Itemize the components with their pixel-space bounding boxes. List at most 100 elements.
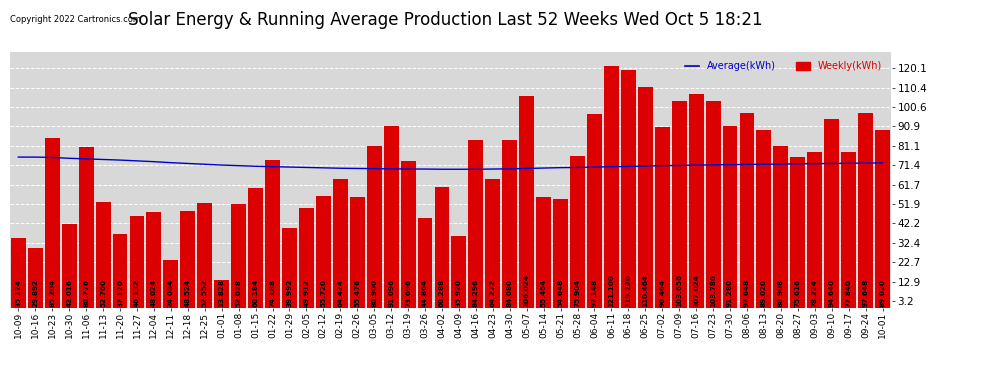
Bar (842, 152, 856, 308)
Text: 64.424: 64.424 (338, 279, 344, 306)
Bar (299, 208, 314, 308)
Bar (468, 140, 483, 308)
Text: 75.616: 75.616 (795, 278, 801, 306)
Text: 97.148: 97.148 (591, 279, 598, 306)
Bar (875, 130, 890, 308)
Text: 107.024: 107.024 (693, 274, 699, 306)
Bar (282, 228, 297, 308)
Text: Solar Energy & Running Average Production Last 52 Weeks Wed Oct 5 18:21: Solar Energy & Running Average Productio… (128, 11, 763, 29)
Bar (773, 146, 788, 308)
Bar (78, 147, 94, 308)
Text: 89.020: 89.020 (879, 279, 885, 306)
Text: 55.476: 55.476 (354, 278, 360, 306)
Text: 52.760: 52.760 (100, 279, 106, 306)
Text: 75.904: 75.904 (574, 279, 580, 306)
Text: 84.296: 84.296 (473, 278, 479, 306)
Text: 97.648: 97.648 (743, 278, 750, 306)
Bar (604, 66, 619, 308)
Text: 48.024: 48.024 (150, 279, 157, 306)
Text: 106.024: 106.024 (524, 274, 530, 306)
Bar (689, 94, 704, 308)
Bar (502, 140, 517, 308)
Bar (654, 127, 669, 308)
Text: 77.840: 77.840 (845, 279, 851, 306)
Bar (451, 236, 466, 308)
Text: 84.080: 84.080 (507, 279, 513, 306)
Text: 91.096: 91.096 (388, 278, 394, 306)
Bar (621, 70, 636, 308)
Text: 55.720: 55.720 (321, 279, 327, 306)
Text: 35.124: 35.124 (16, 279, 22, 306)
Text: 54.648: 54.648 (557, 278, 563, 306)
Bar (384, 126, 399, 308)
Text: 94.640: 94.640 (829, 279, 835, 306)
Text: 52.552: 52.552 (202, 278, 208, 306)
Bar (28, 248, 43, 308)
Bar (553, 199, 568, 308)
Bar (537, 197, 551, 308)
Bar (366, 146, 382, 308)
Bar (638, 87, 652, 308)
Text: 80.776: 80.776 (83, 279, 89, 306)
Text: 73.696: 73.696 (405, 278, 411, 306)
Text: 80.900: 80.900 (371, 279, 377, 306)
Text: 110.464: 110.464 (643, 274, 648, 306)
Text: 91.280: 91.280 (727, 279, 733, 306)
Text: 24.084: 24.084 (168, 279, 174, 306)
Bar (232, 204, 247, 308)
Text: 60.288: 60.288 (439, 278, 445, 306)
Text: 74.188: 74.188 (269, 279, 275, 306)
Text: 90.464: 90.464 (659, 279, 665, 306)
Bar (756, 130, 771, 308)
Bar (790, 157, 805, 308)
Bar (45, 138, 59, 308)
Bar (163, 260, 178, 308)
Bar (807, 152, 823, 308)
Bar (96, 202, 111, 308)
Bar (740, 113, 754, 308)
Bar (316, 196, 331, 308)
Bar (723, 126, 738, 308)
Text: 42.016: 42.016 (66, 279, 72, 306)
Text: 103.780: 103.780 (710, 274, 716, 306)
Text: 97.648: 97.648 (862, 278, 868, 306)
Text: 64.272: 64.272 (490, 279, 496, 306)
Text: 37.120: 37.120 (117, 279, 123, 306)
Text: 89.020: 89.020 (761, 279, 767, 306)
Bar (570, 156, 585, 308)
Bar (61, 224, 76, 308)
Text: 13.828: 13.828 (219, 279, 225, 306)
Bar (485, 180, 500, 308)
Bar (180, 211, 195, 308)
Text: 80.908: 80.908 (778, 278, 784, 306)
Text: 46.132: 46.132 (134, 279, 140, 306)
Bar (435, 188, 449, 308)
Bar (519, 96, 535, 308)
Bar (418, 218, 433, 308)
Bar (706, 101, 721, 308)
Bar (349, 197, 364, 308)
Text: 121.100: 121.100 (609, 274, 615, 306)
Text: 35.920: 35.920 (456, 279, 462, 306)
Text: 60.184: 60.184 (252, 279, 258, 306)
Bar (147, 212, 161, 308)
Text: 52.028: 52.028 (236, 279, 242, 306)
Bar (248, 188, 263, 308)
Text: 39.992: 39.992 (286, 278, 292, 306)
Bar (11, 237, 26, 308)
Bar (113, 234, 128, 308)
Legend: Average(kWh), Weekly(kWh): Average(kWh), Weekly(kWh) (681, 57, 886, 75)
Bar (587, 114, 602, 308)
Bar (401, 160, 416, 308)
Bar (858, 113, 873, 308)
Bar (672, 101, 687, 308)
Bar (265, 160, 280, 308)
Text: 119.220: 119.220 (626, 274, 632, 306)
Text: 44.864: 44.864 (422, 279, 428, 306)
Text: 49.912: 49.912 (303, 279, 310, 306)
Text: 85.204: 85.204 (50, 279, 55, 306)
Bar (825, 119, 840, 308)
Bar (130, 216, 145, 308)
Text: 55.464: 55.464 (541, 278, 546, 306)
Text: 103.656: 103.656 (676, 273, 682, 306)
